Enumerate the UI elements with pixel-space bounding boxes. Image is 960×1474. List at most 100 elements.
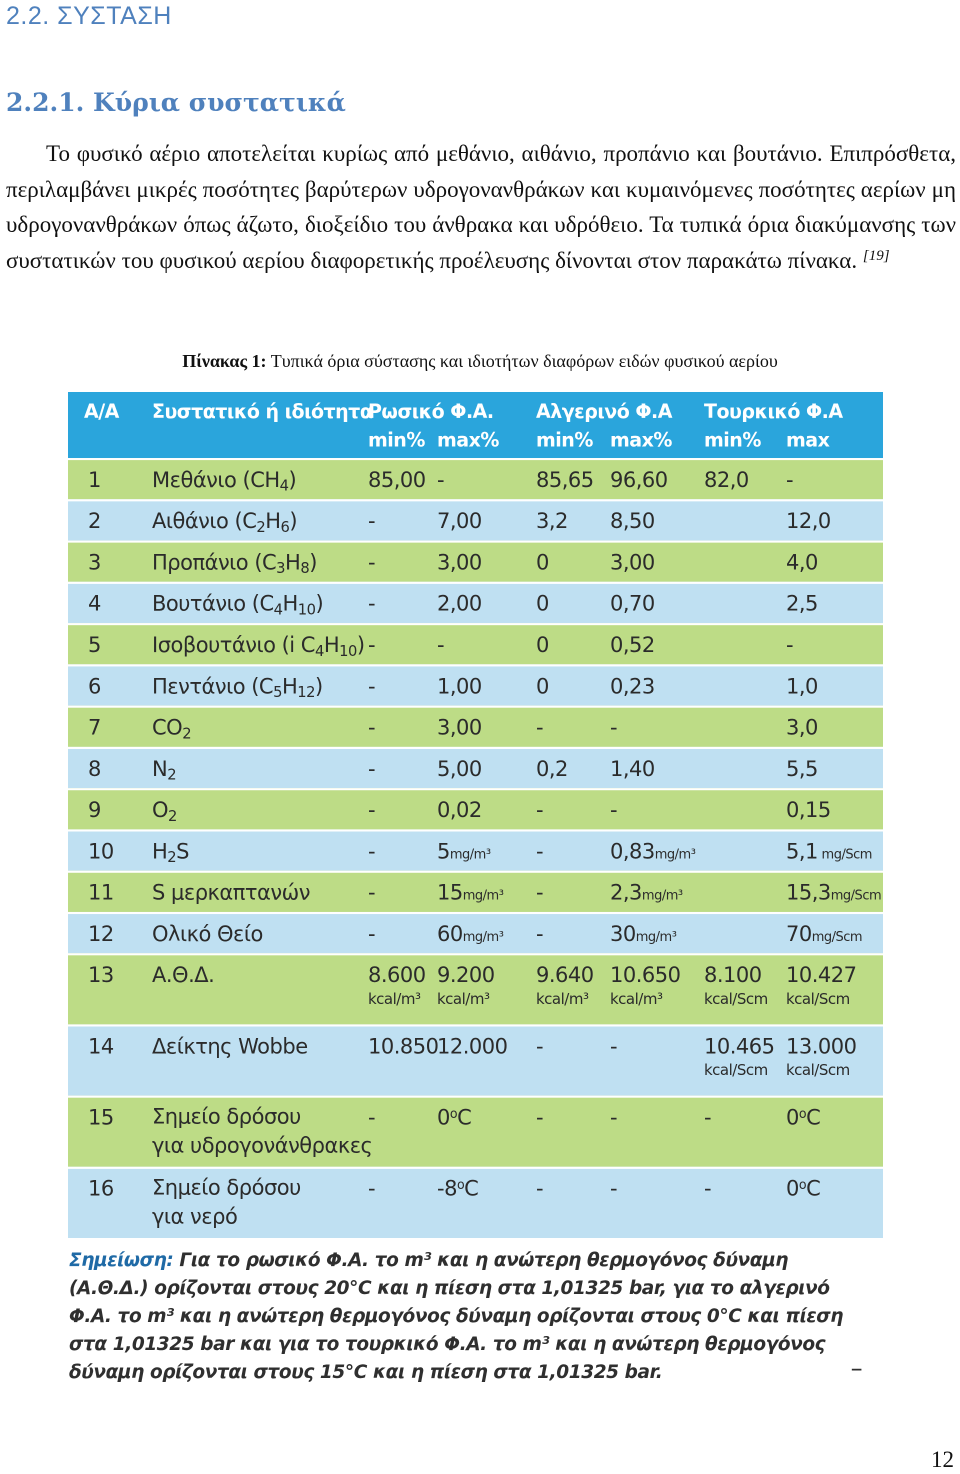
cell-turkish-max: - bbox=[786, 632, 794, 658]
cell-algerian-min: - bbox=[536, 1104, 544, 1130]
row-component: Δείκτης Wobbe bbox=[152, 1033, 308, 1059]
table-row: 4 Βουτάνιο (C4H10) - 2,00 0 0,70 2,5 bbox=[68, 581, 883, 624]
cell-algerian-max: - bbox=[610, 797, 618, 823]
header-russian-min: min% bbox=[368, 429, 425, 452]
table-row: 11 S μερκαπτανών - 15mg/m³ - 2,3mg/m³ 15,3mg/S… bbox=[68, 870, 883, 912]
table-row: 6 Πεντάνιο (C5H12) - 1,00 0 0,23 1,0 bbox=[68, 664, 883, 706]
table-row: 8 N2 - 5,00 0,2 1,40 5,5 bbox=[68, 746, 883, 789]
cell-russian-max: -8oC bbox=[437, 1176, 479, 1201]
table-row: 3 Προπάνιο (C3H8) - 3,00 0 3,00 4,0 bbox=[68, 540, 883, 582]
cell-algerian-min: - bbox=[536, 714, 544, 740]
cell-russian-min: 10.850 bbox=[368, 1033, 439, 1059]
row-number: 13 bbox=[88, 962, 114, 988]
cell-turkish-min: - bbox=[704, 1176, 712, 1201]
row-component: N2 bbox=[152, 756, 177, 784]
cell-russian-max: 15mg/m³ bbox=[437, 879, 504, 905]
cell-turkish-max: 10.427 kcal/Scm bbox=[786, 962, 857, 1008]
note-text: Για το ρωσικό Φ.Α. το m³ και η ανώτερη θ… bbox=[69, 1250, 844, 1383]
cell-russian-min: - bbox=[368, 632, 376, 658]
cell-turkish-max: 0oC bbox=[786, 1104, 821, 1130]
citation: [19] bbox=[862, 247, 890, 264]
subsection-heading: 2.2.1. Κύρια συστατικά bbox=[6, 88, 346, 117]
table-header: Α/Α Συστατικό ή ιδιότητα Ρωσικό Φ.Α. Αλγ… bbox=[68, 392, 883, 459]
cell-russian-max: 1,00 bbox=[437, 673, 482, 699]
cell-turkish-max: - bbox=[786, 467, 794, 493]
row-number: 15 bbox=[88, 1104, 114, 1130]
table-body: 1 Μεθάνιο (CH4) 85,00-85,65 96,60 82,0-2 Αιθά… bbox=[68, 458, 883, 954]
row-number: 2 bbox=[88, 508, 101, 534]
table-row: 9 O2 - 0,02 - - 0,15 bbox=[68, 788, 883, 830]
cell-algerian-min: - bbox=[536, 838, 544, 864]
cell-algerian-max: 2,3mg/m³ bbox=[610, 879, 683, 905]
cell-algerian-min: 0 bbox=[536, 591, 549, 616]
cell-turkish-max: 0oC bbox=[786, 1176, 821, 1201]
header-algerian: Αλγερινό Φ.Α bbox=[536, 400, 672, 423]
caption-label: Πίνακας 1: bbox=[182, 351, 267, 371]
cell-russian-max: 3,00 bbox=[437, 549, 482, 575]
cell-turkish-max: 70mg/Scm bbox=[786, 921, 863, 947]
cell-algerian-max: 1,40 bbox=[610, 756, 655, 781]
cell-algerian-max: 0,52 bbox=[610, 632, 655, 658]
row-component: S μερκαπτανών bbox=[152, 879, 310, 905]
cell-turkish-max: 5,1 mg/Scm bbox=[786, 838, 872, 864]
cell-russian-min: - bbox=[368, 673, 376, 699]
cell-russian-min: - bbox=[368, 549, 376, 575]
note-label: Σημείωση: bbox=[69, 1250, 174, 1271]
cell-algerian-min: - bbox=[536, 921, 544, 947]
row-number: 7 bbox=[88, 714, 101, 740]
cell-algerian-min: 3,2 bbox=[536, 508, 568, 534]
row-component: Αιθάνιο (C2H6) bbox=[152, 508, 298, 537]
header-aa: Α/Α bbox=[84, 400, 119, 423]
cell-algerian-min: 85,65 bbox=[536, 467, 594, 493]
cell-russian-max: 60mg/m³ bbox=[437, 921, 504, 947]
table-row: 13 Α.Θ.Δ. 8.600 kcal/m³ 9.200 kcal/m³ 9.64… bbox=[68, 953, 883, 1025]
cell-turkish-min: - bbox=[704, 1104, 712, 1130]
page-number: 12 bbox=[931, 1447, 954, 1472]
header-algerian-max: max% bbox=[610, 429, 672, 452]
cell-russian-max: 5mg/m³ bbox=[437, 838, 491, 864]
row-component: Ολικό Θείο bbox=[152, 921, 263, 947]
cell-algerian-min: 0 bbox=[536, 549, 549, 575]
row-component: Βουτάνιο (C4H10) bbox=[152, 591, 324, 619]
cell-russian-min: - bbox=[368, 838, 376, 864]
row-number: 9 bbox=[88, 797, 101, 823]
composition-table: Α/Α Συστατικό ή ιδιότητα Ρωσικό Φ.Α. Αλγ… bbox=[68, 392, 883, 1238]
cell-russian-min: 85,00 bbox=[368, 467, 426, 493]
cell-algerian-min: - bbox=[536, 1176, 544, 1201]
cell-russian-max: 9.200 kcal/m³ bbox=[437, 962, 495, 1008]
header-component: Συστατικό ή ιδιότητα bbox=[152, 400, 373, 423]
row-number: 10 bbox=[88, 838, 114, 864]
header-algerian-min: min% bbox=[536, 429, 593, 452]
cell-turkish-min: 82,0 bbox=[704, 467, 749, 493]
cell-algerian-max: 30mg/m³ bbox=[610, 921, 677, 947]
header-turkish-max: max bbox=[786, 429, 830, 452]
row-number: 12 bbox=[88, 921, 114, 947]
cell-turkish-min: 10.465 kcal/Scm bbox=[704, 1033, 775, 1080]
cell-turkish-max: 1,0 bbox=[786, 673, 818, 699]
cell-turkish-max: 2,5 bbox=[786, 591, 818, 616]
cell-russian-max: 12.000 bbox=[437, 1033, 508, 1059]
row-component: Πεντάνιο (C5H12) bbox=[152, 673, 323, 702]
row-number: 1 bbox=[88, 467, 101, 493]
table-row: 12 Ολικό Θείο - 60mg/m³ - 30mg/m³ 70mg/Scm bbox=[68, 911, 883, 954]
cell-turkish-min: 8.100 kcal/Scm bbox=[704, 962, 768, 1008]
table-row: 5 Ισοβουτάνιο (i C4H10) - -0 0,52- bbox=[68, 623, 883, 665]
cell-algerian-max: 96,60 bbox=[610, 467, 668, 493]
table-row: 1 Μεθάνιο (CH4) 85,00-85,65 96,60 82,0- bbox=[68, 458, 883, 500]
row-number: 5 bbox=[88, 632, 101, 658]
table-row: 14 Δείκτης Wobbe 10.850 12.000 - - 10.46… bbox=[68, 1024, 883, 1096]
table-row: 2 Αιθάνιο (C2H6) - 7,00 3,2 8,50 12,0 bbox=[68, 499, 883, 541]
cell-turkish-max: 5,5 bbox=[786, 756, 818, 781]
row-number: 6 bbox=[88, 673, 101, 699]
row-number: 8 bbox=[88, 756, 101, 781]
row-component: Ισοβουτάνιο (i C4H10) bbox=[152, 632, 365, 660]
table-caption: Πίνακας 1: Τυπικά όρια σύστασης και ιδιο… bbox=[0, 351, 960, 372]
cell-russian-max: 2,00 bbox=[437, 591, 482, 616]
header-turkish-min: min% bbox=[704, 429, 761, 452]
cell-russian-max: 0oC bbox=[437, 1104, 472, 1130]
caption-text: Τυπικά όρια σύστασης και ιδιοτήτων διαφό… bbox=[266, 351, 778, 371]
cell-algerian-max: - bbox=[610, 1104, 618, 1130]
cell-russian-min: - bbox=[368, 879, 376, 905]
row-number: 3 bbox=[88, 549, 101, 575]
row-component: CO2 bbox=[152, 714, 192, 743]
